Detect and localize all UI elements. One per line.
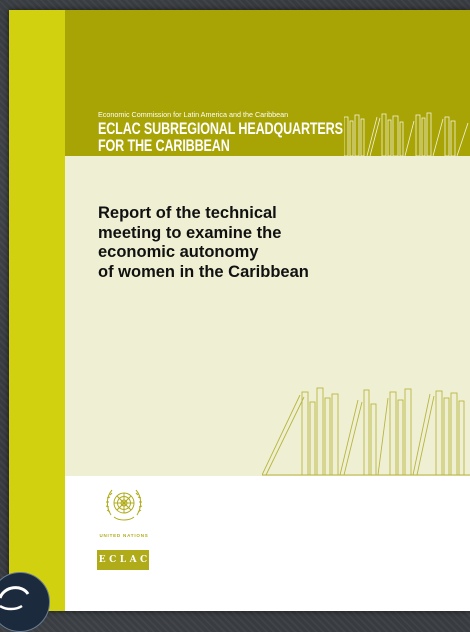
organization-name: ECLAC SUBREGIONAL HEADQUARTERS FOR THE C… [98, 120, 343, 154]
report-title-line: Report of the technical [98, 204, 277, 222]
report-title: Report of the technical meeting to exami… [98, 204, 398, 282]
organization-name-line2: FOR THE CARIBBEAN [98, 136, 230, 155]
books-line-illustration-top [344, 112, 469, 156]
report-title-line: meeting to examine the [98, 223, 282, 242]
refresh-icon [0, 586, 30, 611]
un-label: UNITED NATIONS [99, 533, 149, 538]
cover-middle-band [65, 156, 470, 476]
cover-spine-stripe [9, 10, 65, 611]
un-emblem-icon [105, 489, 143, 521]
cover-top-band [65, 10, 470, 156]
report-title-line: of women in the Caribbean [98, 262, 309, 281]
eclac-logo-letter: L [119, 555, 127, 565]
eclac-logo-letter: C [140, 555, 148, 565]
eclac-logo-letter: E [98, 555, 106, 565]
eclac-logo: E C L A C [97, 550, 149, 570]
eclac-logo-letter: A [129, 555, 137, 565]
report-cover: Economic Commission for Latin America an… [9, 10, 470, 611]
report-title-line: economic autonomy [98, 243, 259, 261]
organization-subtitle: Economic Commission for Latin America an… [98, 110, 289, 119]
organization-name-line1: ECLAC SUBREGIONAL HEADQUARTERS [98, 119, 343, 138]
books-line-illustration-bottom [262, 387, 470, 476]
eclac-logo-letter: C [109, 555, 117, 565]
